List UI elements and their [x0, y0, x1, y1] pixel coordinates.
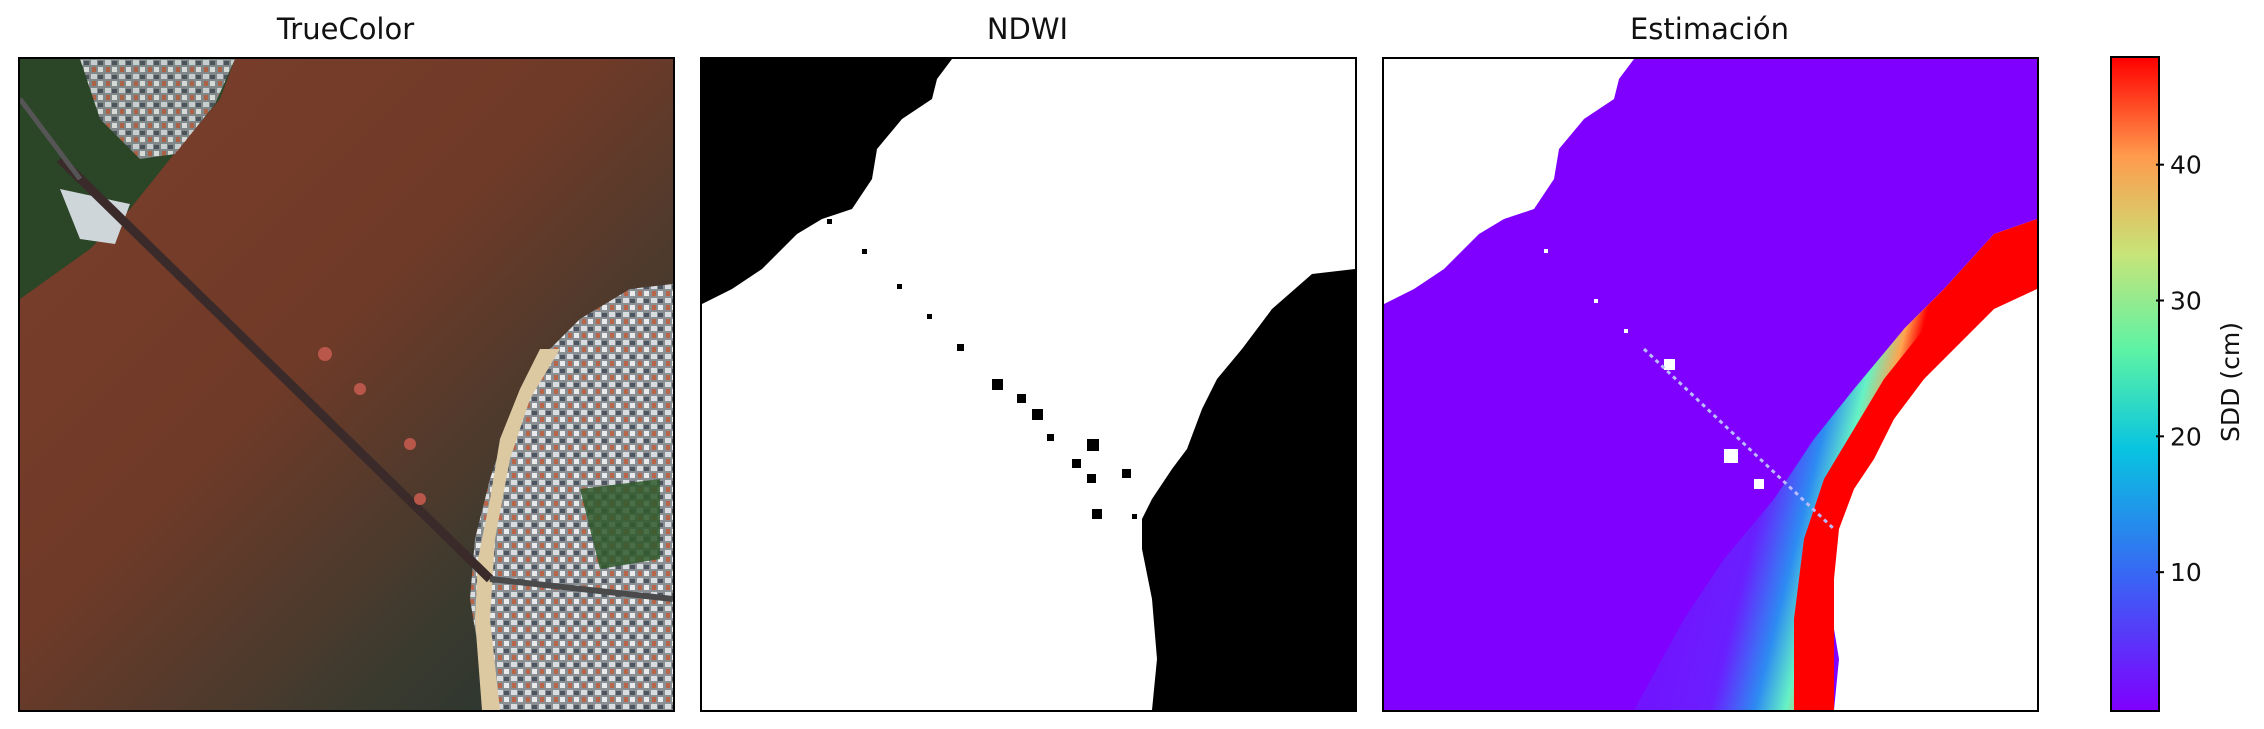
- colorbar-tick-label: 20: [2170, 422, 2202, 451]
- colorbar-tick-label: 30: [2170, 287, 2202, 316]
- truecolor-image: [18, 57, 675, 712]
- colorbar-axis: 10 20 30 40 SDD (cm): [2156, 151, 2245, 587]
- ndwi-image: [700, 57, 1357, 712]
- colorbar-label: SDD (cm): [2216, 322, 2245, 442]
- ndwi-title: NDWI: [986, 12, 1069, 46]
- estimacion-image: [1382, 57, 2039, 712]
- estimacion-title: Estimación: [1629, 12, 1789, 46]
- colorbar: [2110, 56, 2160, 712]
- colorbar-tick-label: 40: [2170, 151, 2202, 180]
- colorbar-tick-label: 10: [2170, 558, 2202, 587]
- truecolor-title: TrueColor: [276, 12, 415, 46]
